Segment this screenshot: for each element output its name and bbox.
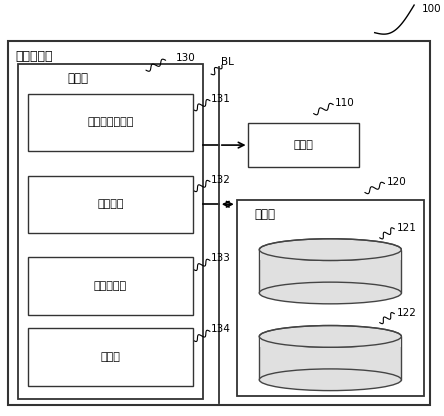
Text: 存储部: 存储部 bbox=[254, 208, 275, 220]
Text: 110: 110 bbox=[335, 98, 355, 108]
Bar bbox=[259, 250, 401, 293]
Text: 133: 133 bbox=[211, 253, 231, 263]
Text: 132: 132 bbox=[211, 175, 231, 185]
Text: 121: 121 bbox=[396, 223, 416, 233]
Text: 120: 120 bbox=[387, 176, 406, 186]
Text: 131: 131 bbox=[211, 94, 231, 104]
Ellipse shape bbox=[259, 326, 401, 347]
Bar bbox=[237, 200, 424, 396]
Text: 簇生成部: 簇生成部 bbox=[97, 199, 124, 209]
Text: 控制部: 控制部 bbox=[67, 72, 88, 84]
Text: 地点信息DB: 地点信息DB bbox=[310, 364, 350, 374]
Ellipse shape bbox=[259, 282, 401, 304]
Bar bbox=[260, 337, 401, 347]
Bar bbox=[28, 329, 193, 386]
Text: 通信部: 通信部 bbox=[294, 140, 313, 150]
Text: BL: BL bbox=[221, 57, 234, 67]
Bar bbox=[260, 250, 401, 260]
Ellipse shape bbox=[259, 239, 401, 260]
Text: 用户信息DB: 用户信息DB bbox=[310, 277, 350, 287]
Bar bbox=[28, 94, 193, 151]
Text: 显示部: 显示部 bbox=[100, 352, 120, 362]
Text: 用户信息获取部: 用户信息获取部 bbox=[87, 117, 134, 127]
Bar bbox=[249, 124, 359, 167]
Text: 100: 100 bbox=[422, 4, 442, 14]
Text: 134: 134 bbox=[211, 324, 231, 334]
Bar bbox=[28, 176, 193, 233]
Bar bbox=[259, 337, 401, 380]
Text: 122: 122 bbox=[396, 308, 416, 318]
Text: 130: 130 bbox=[175, 53, 195, 63]
Text: 路径生成部: 路径生成部 bbox=[94, 281, 127, 291]
Bar bbox=[18, 64, 203, 399]
Bar bbox=[28, 258, 193, 314]
Bar bbox=[8, 41, 430, 406]
Ellipse shape bbox=[259, 369, 401, 391]
Text: 簇生成装置: 簇生成装置 bbox=[16, 50, 53, 63]
